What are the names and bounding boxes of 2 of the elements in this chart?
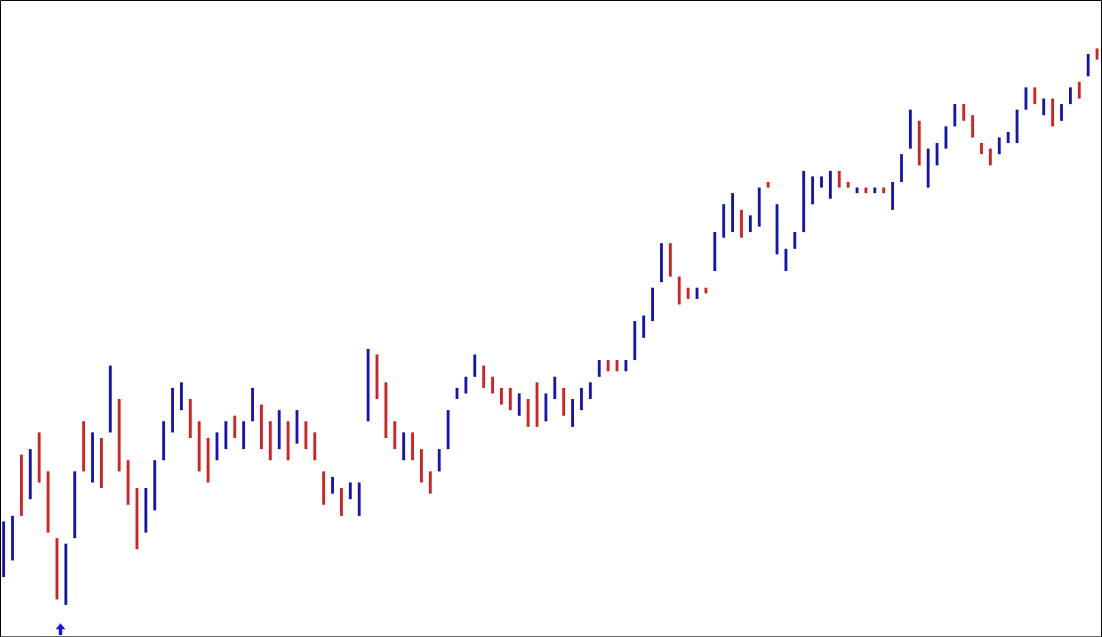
candlestick [517,393,521,416]
candlestick [428,470,432,494]
